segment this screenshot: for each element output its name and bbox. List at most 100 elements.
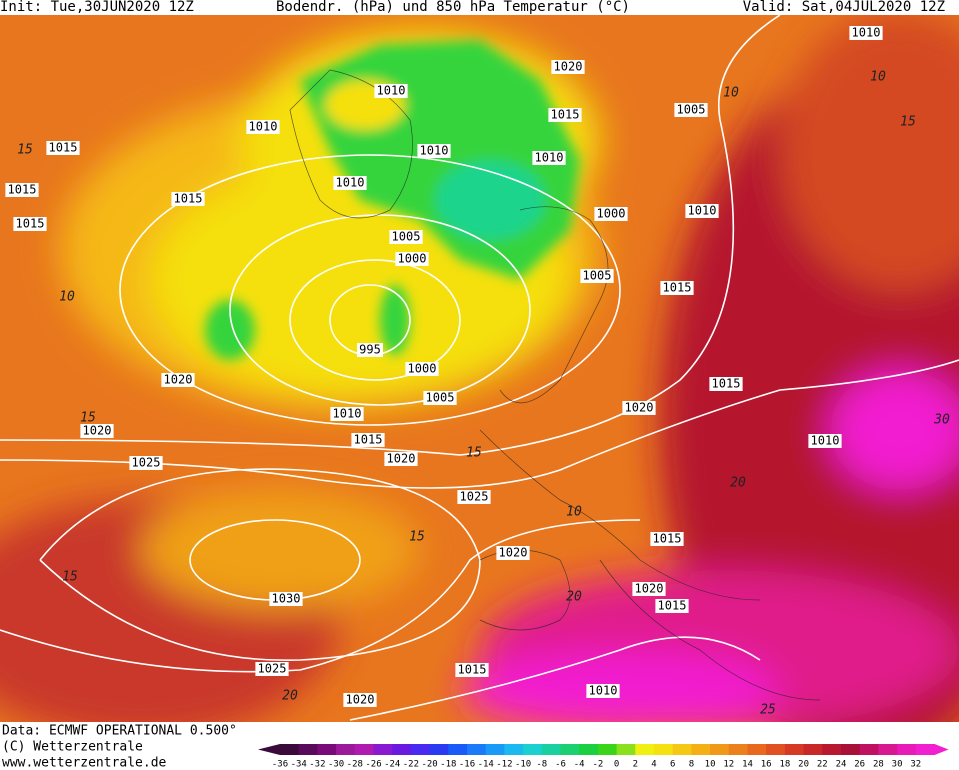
isobar-label: 1020	[387, 452, 416, 466]
color-scale-label: 22	[817, 760, 828, 770]
color-scale-label: -4	[574, 760, 585, 770]
isobar-label: 1030	[272, 592, 301, 606]
isobar-label: 1010	[811, 434, 840, 448]
color-scale-label: 24	[836, 760, 847, 770]
temperature-label: 10	[59, 290, 75, 305]
color-scale-label: -28	[347, 760, 363, 770]
color-scale-label: 14	[742, 760, 753, 770]
color-scale-label: -32	[309, 760, 325, 770]
isobar-label: 1010	[420, 144, 449, 158]
isobar-label-box	[374, 84, 408, 98]
isobar-label: 1010	[535, 151, 564, 165]
isobar-label: 1015	[658, 599, 687, 613]
color-scale: -36 -34 -32 -30 -28 -26 -24 -22 -20 -18 -16 -14 -12-…	[258, 744, 949, 770]
color-swatch	[803, 744, 823, 755]
isobar-label-box	[246, 120, 280, 134]
color-scale-label: -24	[384, 760, 400, 770]
isobar-label: 1020	[346, 693, 375, 707]
isobar-label-box	[660, 281, 694, 295]
data-source: Data: ECMWF OPERATIONAL 0.500°	[2, 724, 237, 739]
isobar-label-box	[333, 176, 367, 190]
color-scale-label: -16	[459, 760, 475, 770]
isobar-label: 1010	[249, 120, 278, 134]
temperature-label: 15	[900, 115, 916, 130]
isobar-label: 1010	[852, 26, 881, 40]
color-scale-label: -6	[555, 760, 566, 770]
color-swatch	[859, 744, 879, 755]
color-swatch	[317, 744, 337, 755]
isobar-label: 1020	[635, 582, 664, 596]
color-scale-label: 10	[705, 760, 716, 770]
isobar-label-box	[551, 60, 585, 74]
temperature-label: 15	[17, 143, 33, 158]
isobar-label-box	[457, 490, 491, 504]
isobar-label: 1025	[132, 456, 161, 470]
isobar-label: 1020	[625, 401, 654, 415]
color-scale-label: 28	[873, 760, 884, 770]
isobar-label: 1010	[333, 407, 362, 421]
isobar-label: 1025	[258, 662, 287, 676]
color-swatch	[467, 744, 487, 755]
color-scale-arrow	[258, 744, 280, 755]
color-swatch	[841, 744, 861, 755]
color-scale-label: -8	[536, 760, 547, 770]
color-swatch	[691, 744, 711, 755]
isobar-label: 1015	[653, 532, 682, 546]
color-scale-label: -18	[440, 760, 456, 770]
temperature-label: 20	[566, 590, 582, 605]
color-scale-label: 30	[892, 760, 903, 770]
isobar-label: 1020	[83, 424, 112, 438]
valid-time: Valid: Sat,04JUL2020 12Z	[743, 0, 945, 15]
color-swatch	[672, 744, 692, 755]
isobar-label-box	[709, 377, 743, 391]
color-swatch	[822, 744, 842, 755]
isobar-label-box	[650, 532, 684, 546]
color-scale-label: -34	[291, 760, 307, 770]
isobar-label: 1010	[589, 684, 618, 698]
color-scale-label: -2	[592, 760, 603, 770]
color-scale-label: -26	[365, 760, 381, 770]
color-scale-label: 2	[633, 760, 638, 770]
isobar-label: 1010	[688, 204, 717, 218]
color-swatch	[784, 744, 805, 755]
temperature-label: 10	[566, 505, 582, 520]
isobar-label-box	[384, 452, 418, 466]
map	[0, 15, 959, 722]
isobar-label-box	[532, 151, 566, 165]
isobar-label-box	[685, 204, 719, 218]
color-scale-label: -20	[421, 760, 437, 770]
isobar-label-box	[849, 26, 883, 40]
color-scale-label: 0	[614, 760, 619, 770]
color-swatch	[728, 744, 748, 755]
color-swatch	[597, 744, 618, 755]
isobar-label: 1015	[458, 663, 487, 677]
color-swatch	[504, 744, 524, 755]
isobar-label-box	[389, 230, 423, 244]
isobar-label: 1015	[174, 192, 203, 206]
isobar-label-box	[632, 582, 666, 596]
isobar-label-box	[129, 456, 163, 470]
isobar-label-box	[255, 662, 289, 676]
color-swatch	[616, 744, 636, 755]
isobar-label-box	[405, 362, 439, 376]
color-scale-label: 20	[798, 760, 809, 770]
color-scale-label: -10	[515, 760, 531, 770]
copyright: (C) Wetterzentrale	[2, 740, 143, 755]
isobar-label-box	[13, 217, 47, 231]
isobar-label: 1015	[8, 183, 37, 197]
color-swatch	[710, 744, 730, 755]
isobar-label-box	[655, 599, 689, 613]
color-swatch	[429, 744, 449, 755]
color-swatch	[448, 744, 468, 755]
temperature-label: 30	[933, 413, 950, 428]
temperature-label: 20	[730, 476, 746, 491]
isobar-label: 1010	[336, 176, 365, 190]
isobar-label: 1015	[663, 281, 692, 295]
isobar-label: 1005	[392, 230, 421, 244]
isobar-label: 1005	[583, 269, 612, 283]
isobar-label-box	[5, 183, 39, 197]
isobar-label-box	[46, 141, 80, 155]
temperature-label: 25	[760, 703, 776, 718]
color-swatch	[298, 744, 318, 755]
